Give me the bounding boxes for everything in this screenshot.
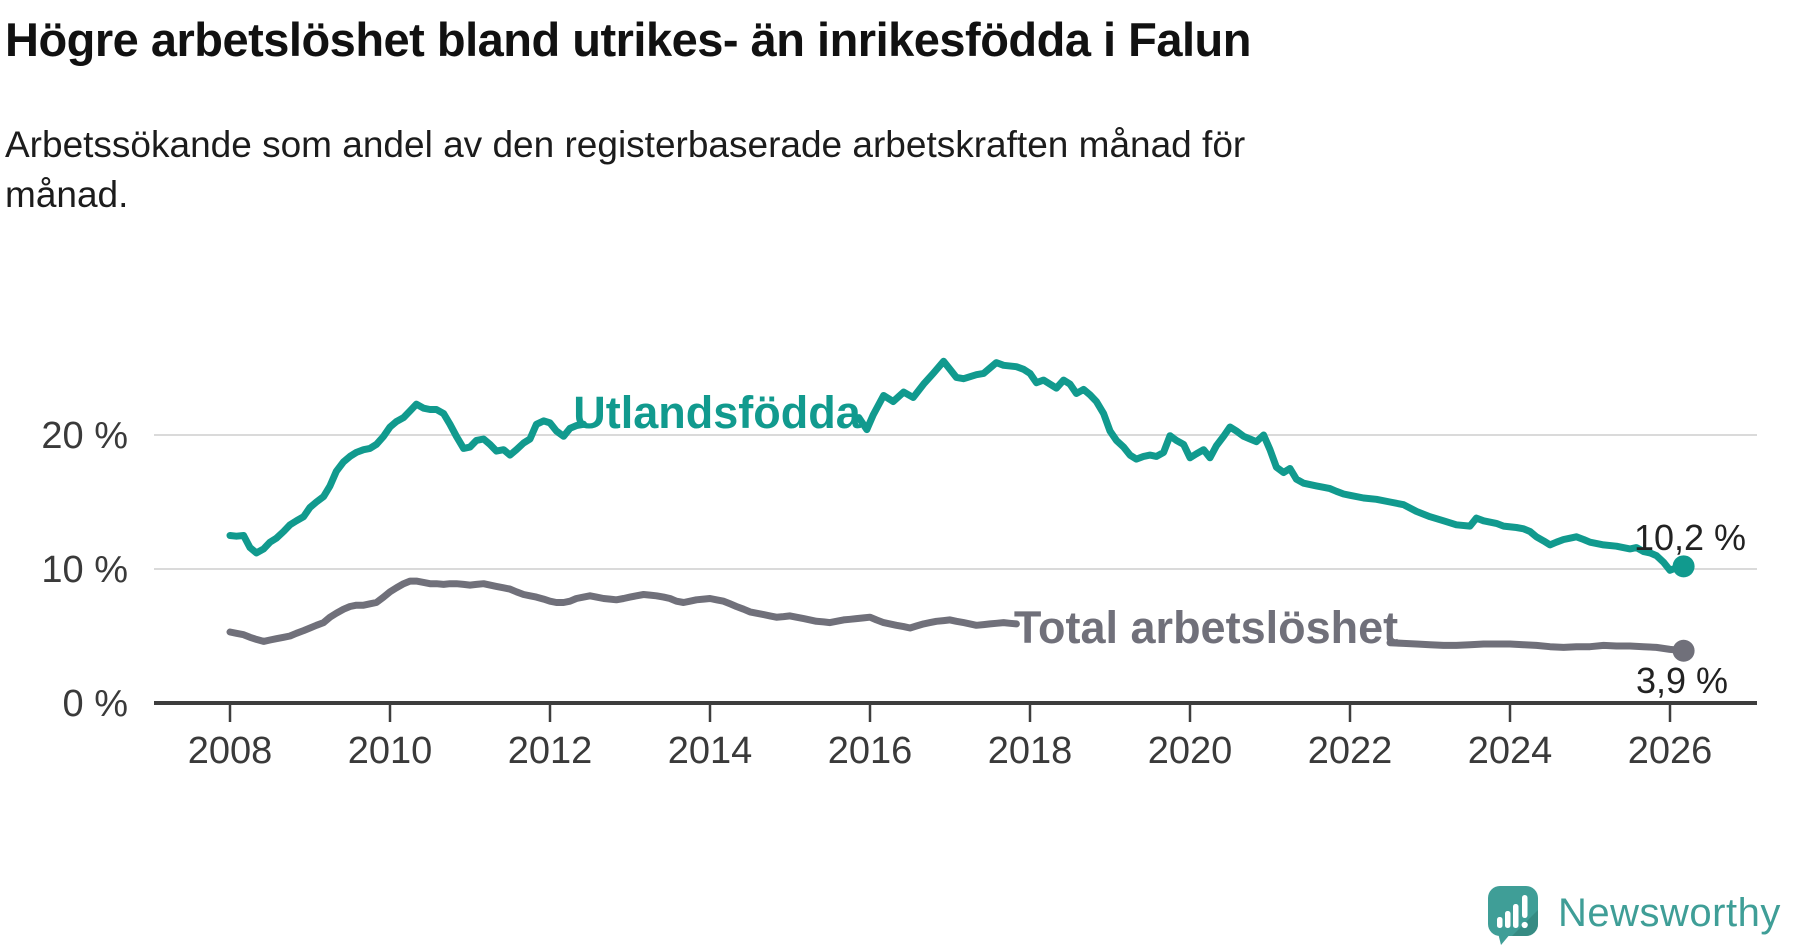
series-line-total	[226, 577, 1020, 645]
x-tick-label: 2018	[988, 730, 1073, 772]
newsworthy-logo-text: Newsworthy	[1558, 891, 1781, 935]
x-axis: 2008 2010 2012 2014 2016 2018 2020 2022 2024 2026	[154, 701, 1757, 772]
series-line-utlandsfodda	[226, 400, 588, 557]
subtitle-line-1: Arbetssökande som andel av den registerb…	[5, 124, 1246, 165]
x-tick-label: 2014	[668, 730, 753, 772]
x-tick-label: 2012	[508, 730, 593, 772]
page-subtitle: Arbetssökande som andel av den registerb…	[5, 120, 1245, 220]
x-tick-label: 2008	[188, 730, 273, 772]
x-tick-label: 2022	[1308, 730, 1393, 772]
series-end-dot-total	[1672, 639, 1695, 662]
gridlines: 0 % 10 % 20 %	[41, 415, 1757, 725]
series-line-total	[1386, 639, 1688, 655]
x-tick-label: 2026	[1628, 730, 1713, 772]
newsworthy-logo: Newsworthy	[1488, 886, 1800, 948]
series-end-dot-utlandsfodda	[1672, 555, 1695, 578]
end-value-label-total: 3,9 %	[1636, 660, 1728, 701]
newsworthy-bubble-barchart-icon	[1488, 886, 1538, 945]
x-tick-label: 2010	[348, 730, 433, 772]
y-tick-label: 20 %	[41, 415, 128, 457]
y-tick-label: 10 %	[41, 549, 128, 591]
end-value-label-utlandsfodda: 10,2 %	[1634, 517, 1746, 558]
page-title: Högre arbetslöshet bland utrikes- än inr…	[5, 13, 1251, 66]
x-tick-label: 2020	[1148, 730, 1233, 772]
series-lines	[226, 357, 1695, 662]
x-tick-label: 2016	[828, 730, 913, 772]
subtitle-line-2: månad.	[5, 174, 129, 215]
series-line-utlandsfodda	[855, 357, 1688, 574]
series-label-utlandsfodda: Utlandsfödda	[573, 387, 861, 438]
x-tick-label: 2024	[1468, 730, 1553, 772]
y-tick-label: 0 %	[63, 683, 128, 725]
series-label-total: Total arbetslöshet	[1014, 602, 1398, 653]
